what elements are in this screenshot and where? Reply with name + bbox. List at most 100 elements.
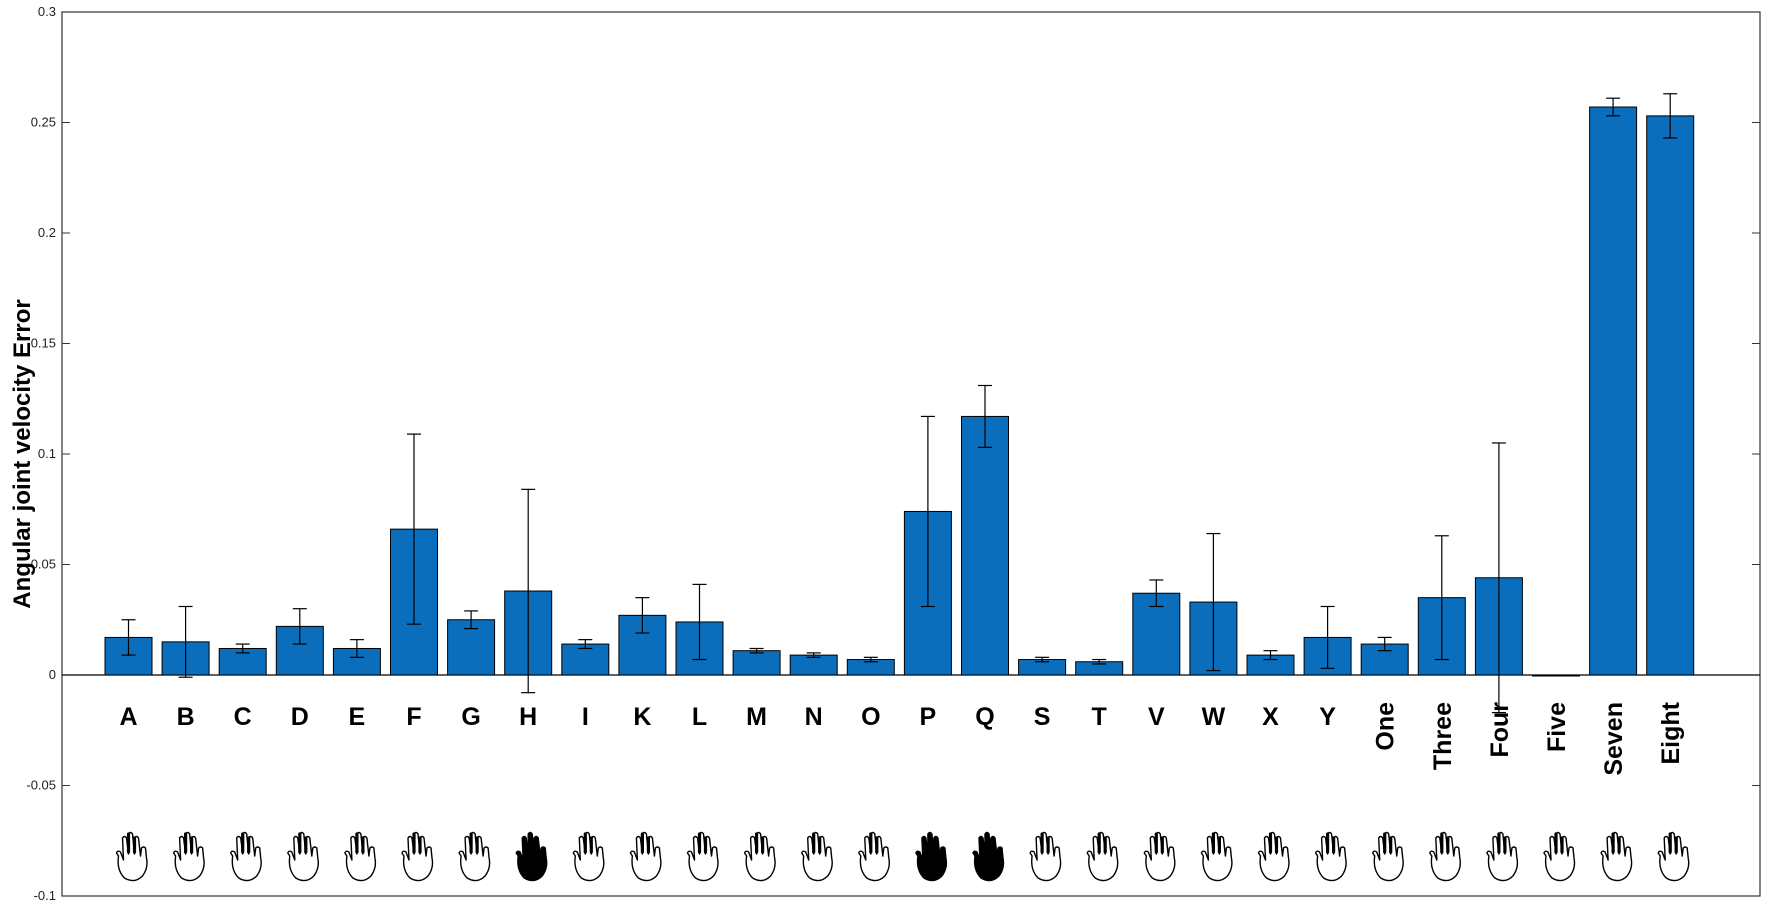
error-bar-q xyxy=(978,384,992,448)
filled-hand-icon xyxy=(972,831,1005,882)
error-bar-v xyxy=(1149,579,1164,608)
category-label-t: T xyxy=(1092,703,1107,731)
category-label-four: Four xyxy=(1486,702,1514,758)
error-bar-o xyxy=(863,656,878,663)
bar-n xyxy=(789,654,838,676)
error-bar-b xyxy=(178,605,193,678)
hand-icon xyxy=(115,831,148,882)
y-tick-label: 0.2 xyxy=(38,225,56,240)
hand-icon xyxy=(1200,831,1233,882)
y-axis-label: Angular joint velocity Error xyxy=(9,299,36,608)
error-bar-s xyxy=(1035,656,1050,663)
hand-icon xyxy=(1086,831,1119,882)
error-bar-k xyxy=(635,597,650,634)
category-label-five: Five xyxy=(1543,702,1571,752)
hand-icon xyxy=(229,831,262,882)
bar-seven xyxy=(1589,106,1638,676)
category-label-i: I xyxy=(582,703,589,731)
category-label-n: N xyxy=(805,703,823,731)
category-label-k: K xyxy=(633,703,651,731)
category-label-g: G xyxy=(461,703,480,731)
category-label-e: E xyxy=(349,703,366,731)
hand-icon xyxy=(1314,831,1347,882)
error-bar-eight xyxy=(1663,93,1678,139)
category-label-eight: Eight xyxy=(1657,701,1685,764)
hand-icon xyxy=(1429,831,1461,882)
category-label-h: H xyxy=(519,703,537,731)
category-label-s: S xyxy=(1034,703,1051,731)
filled-hand-icon xyxy=(915,831,948,882)
bar-m xyxy=(732,650,781,676)
error-bar-e xyxy=(349,639,364,658)
category-label-c: C xyxy=(234,703,252,731)
bar-i xyxy=(561,643,610,676)
category-label-three: Three xyxy=(1429,702,1457,770)
error-bar-a xyxy=(121,619,136,656)
error-bar-n xyxy=(806,652,821,658)
error-bar-four xyxy=(1491,442,1506,714)
error-bar-w xyxy=(1206,532,1221,672)
category-label-b: B xyxy=(177,703,195,731)
error-bar-p xyxy=(920,415,935,608)
hand-icon xyxy=(1029,831,1062,882)
error-bar-seven xyxy=(1606,97,1621,117)
error-bar-x xyxy=(1263,650,1278,661)
category-label-d: D xyxy=(291,703,309,731)
hand-icon xyxy=(458,831,491,882)
error-bar-t xyxy=(1092,658,1107,665)
category-label-v: V xyxy=(1148,703,1165,731)
hand-icons-row xyxy=(115,831,1690,882)
hand-icon xyxy=(1143,831,1176,882)
error-bar-y xyxy=(1320,605,1335,669)
hand-icon xyxy=(686,831,719,882)
bar-eight xyxy=(1646,115,1695,676)
error-bar-g xyxy=(464,610,479,630)
error-bar-h xyxy=(521,488,536,694)
error-bar-one xyxy=(1377,636,1392,652)
y-tick-label: 0.3 xyxy=(38,4,56,19)
hand-icon xyxy=(344,831,377,882)
error-bar-i xyxy=(578,639,593,650)
y-tick-label: -0.05 xyxy=(26,778,56,793)
hand-icon xyxy=(1600,831,1633,882)
category-label-a: A xyxy=(119,703,137,731)
hand-icon xyxy=(629,831,662,882)
bars-group xyxy=(104,93,1695,714)
category-label-m: M xyxy=(746,703,767,731)
category-label-q: Q xyxy=(975,703,994,731)
category-labels: A B C D E F G H I K L M N O P Q S T V W X Y One Three Four Five Se… xyxy=(119,701,1685,775)
hand-icon xyxy=(1257,831,1290,882)
error-bar-l xyxy=(692,583,707,661)
error-bar-d xyxy=(292,608,307,645)
y-tick-label: 0.25 xyxy=(31,115,56,130)
plot-frame xyxy=(61,11,1761,897)
hand-icon xyxy=(801,831,833,882)
hand-icon xyxy=(172,831,205,882)
y-tick-label: 0 xyxy=(49,667,56,682)
category-label-o: O xyxy=(861,703,880,731)
y-tick-label: 0.15 xyxy=(31,336,56,351)
hand-icon xyxy=(1543,831,1576,882)
y-tick-label: 0.05 xyxy=(31,557,56,572)
hand-icon xyxy=(1657,831,1690,882)
category-label-l: L xyxy=(692,703,707,731)
hand-icon xyxy=(1371,831,1404,882)
hand-icon xyxy=(858,831,890,882)
hand-icon xyxy=(1486,831,1519,882)
error-bar-three xyxy=(1434,535,1449,661)
category-label-one: One xyxy=(1372,702,1400,751)
hand-icon xyxy=(743,831,776,882)
hand-icon xyxy=(572,831,605,882)
category-label-y: Y xyxy=(1319,703,1336,731)
error-bar-f xyxy=(407,433,421,625)
error-bar-c xyxy=(235,643,250,654)
filled-hand-icon xyxy=(515,831,548,882)
category-label-x: X xyxy=(1262,703,1279,731)
category-label-seven: Seven xyxy=(1600,702,1628,776)
category-label-w: W xyxy=(1202,703,1226,731)
error-bar-m xyxy=(749,647,764,654)
bar-five xyxy=(1532,674,1580,677)
bar-q xyxy=(961,415,1009,676)
